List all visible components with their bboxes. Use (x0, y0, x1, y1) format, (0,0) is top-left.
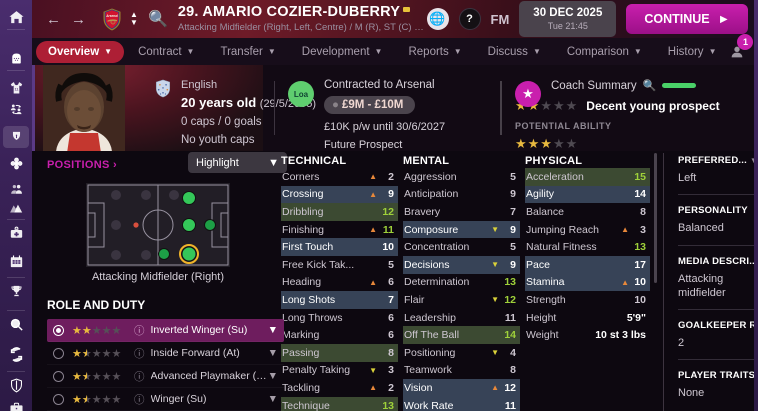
svg-text:Arsenal: Arsenal (105, 13, 118, 17)
